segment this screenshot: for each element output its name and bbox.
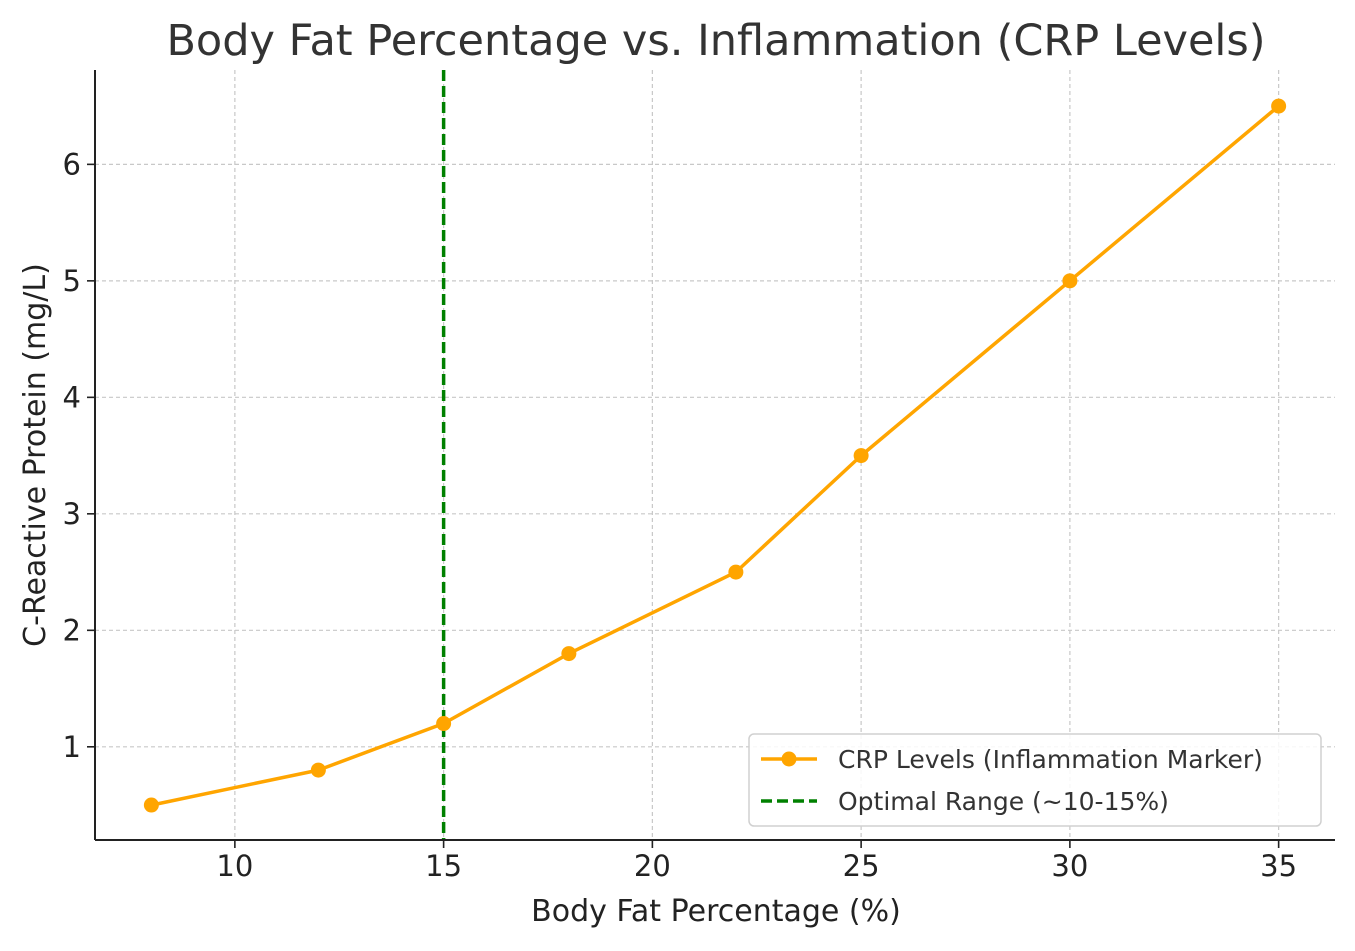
legend-swatch-marker: [781, 751, 797, 767]
x-tick-label: 25: [843, 849, 880, 883]
y-tick-label: 1: [63, 730, 81, 764]
crp-data-point: [436, 716, 452, 732]
series-layer: [143, 98, 1287, 813]
y-axis-label: C-Reactive Protein (mg/L): [18, 263, 53, 647]
x-tick-label: 20: [634, 849, 671, 883]
chart-title: Body Fat Percentage vs. Inflammation (CR…: [166, 16, 1265, 66]
crp-data-point: [728, 564, 744, 580]
crp-data-point: [853, 448, 869, 464]
crp-data-point: [1062, 273, 1078, 289]
crp-data-point: [143, 797, 159, 813]
y-tick-label: 3: [63, 497, 81, 531]
y-tick-label: 4: [63, 380, 81, 414]
x-tick-label: 10: [216, 849, 253, 883]
legend-label: Optimal Range (~10-15%): [838, 787, 1169, 816]
crp-data-point: [310, 762, 326, 778]
crp-data-point: [1271, 98, 1287, 114]
x-tick-label: 35: [1260, 849, 1297, 883]
axes: [87, 70, 1335, 848]
crp-series-line: [151, 104, 1280, 807]
grid: [95, 70, 1335, 840]
x-axis-label: Body Fat Percentage (%): [531, 894, 901, 929]
crp-data-point: [561, 646, 577, 662]
y-tick-label: 6: [63, 147, 81, 181]
y-tick-label: 5: [63, 264, 81, 298]
y-tick-label: 2: [63, 613, 81, 647]
legend-label: CRP Levels (Inflammation Marker): [838, 745, 1263, 774]
x-tick-label: 30: [1051, 849, 1088, 883]
tick-labels: 10 15 20 25 30 35 1 2 3 4 5 6: [63, 147, 1298, 883]
legend-box: [748, 733, 1322, 827]
legend: CRP Levels (Inflammation Marker) Optimal …: [748, 733, 1322, 827]
x-tick-label: 15: [425, 849, 462, 883]
